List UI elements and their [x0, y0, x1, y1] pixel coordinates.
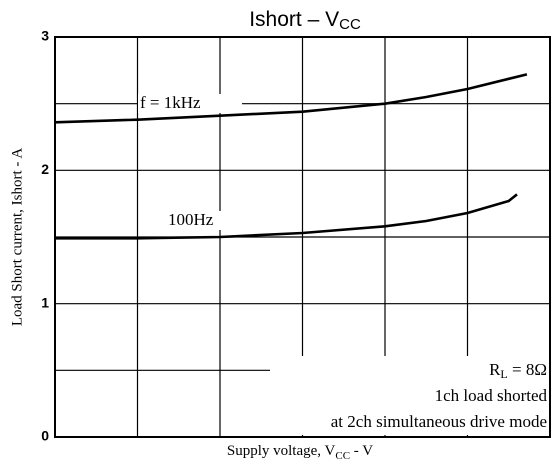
- title-sub: CC: [339, 16, 361, 33]
- annotation: 1ch load shorted: [435, 386, 548, 405]
- y-tick-label: 1: [41, 294, 49, 310]
- label-bg: [138, 94, 242, 113]
- annotation-r-val: = 8Ω: [508, 360, 547, 379]
- label-bg: [166, 211, 236, 230]
- line: [54, 73, 528, 124]
- y-tick-label: 2: [41, 161, 49, 177]
- series-label: f = 1kHz: [140, 93, 201, 112]
- title-main: Ishort – V: [249, 8, 339, 31]
- x-label-main: Supply voltage, V: [227, 443, 336, 459]
- annotation-r-sub: L: [500, 367, 507, 381]
- annotation: at 2ch simultaneous drive mode: [331, 412, 547, 431]
- x-axis-label: Supply voltage, VCC - V: [227, 443, 373, 461]
- annotation-r: R: [489, 360, 501, 379]
- chart-title: Ishort – VCC: [249, 8, 361, 33]
- annotation-bg: [270, 356, 549, 435]
- y-tick-label: 0: [41, 428, 49, 444]
- line: [55, 193, 518, 240]
- x-label-sub: CC: [335, 450, 350, 462]
- y-tick-label: 3: [41, 28, 49, 44]
- annotation: RL = 8Ω: [489, 360, 547, 381]
- y-axis-label: Load Short current, Ishort - A: [9, 148, 25, 326]
- series-label: 100Hz: [168, 210, 214, 229]
- x-label-unit: - V: [350, 443, 373, 459]
- plot-frame: [54, 36, 551, 438]
